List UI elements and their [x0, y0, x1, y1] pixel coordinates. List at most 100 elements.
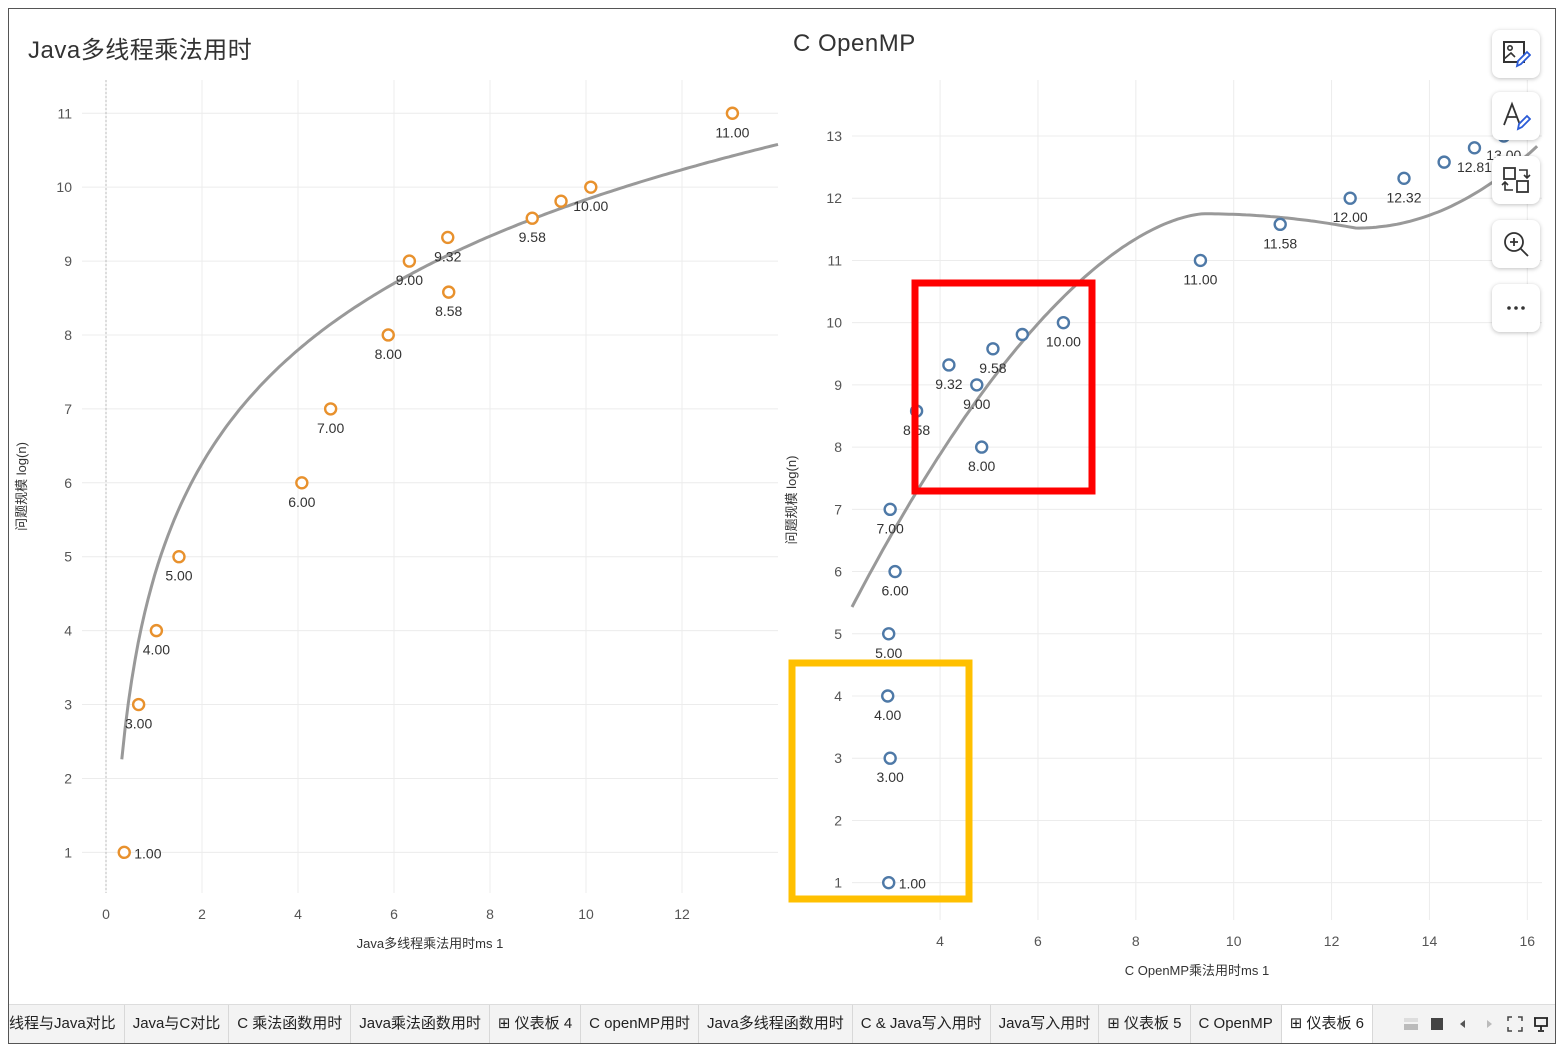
sheet-tab[interactable]: Java与C对比 — [125, 1005, 230, 1043]
data-point — [942, 358, 956, 372]
x-axis-title: C OpenMP乘法用时ms 1 — [1125, 963, 1269, 978]
data-point — [1056, 315, 1071, 330]
c-chart-title: C OpenMP — [793, 30, 916, 57]
sheet-tab[interactable]: C OpenMP — [1191, 1005, 1282, 1043]
data-point — [1273, 217, 1287, 232]
data-point — [970, 378, 984, 392]
sheet-tab[interactable]: Java多线程函数用时 — [699, 1005, 853, 1043]
data-point — [584, 180, 598, 194]
sheet-tab-bar: 线程与Java对比 Java与C对比 C 乘法函数用时 Java乘法函数用时 ⊞ 仪表板… — [9, 1004, 1555, 1043]
data-label: 7.00 — [317, 420, 344, 436]
x-tick-label: 4 — [936, 933, 944, 949]
y-tick-label: 2 — [64, 770, 72, 786]
more-options-button[interactable] — [1492, 284, 1540, 332]
x-tick-label: 8 — [486, 906, 494, 922]
sheet-tab[interactable]: ⊞ 仪表板 6 — [1281, 1005, 1373, 1043]
data-label: 9.58 — [979, 360, 1006, 376]
y-tick-label: 2 — [834, 812, 842, 828]
data-label: 9.00 — [396, 272, 423, 288]
x-tick-label: 10 — [578, 906, 594, 922]
data-label: 8.58 — [435, 303, 462, 319]
y-tick-label: 9 — [834, 377, 842, 393]
y-tick-label: 11 — [827, 252, 842, 268]
data-label: 1.00 — [134, 845, 161, 861]
data-point — [149, 623, 164, 638]
y-tick-label: 13 — [826, 128, 842, 144]
data-label: 8.00 — [375, 346, 402, 362]
x-tick-label: 6 — [390, 906, 398, 922]
data-label: 12.00 — [1333, 209, 1368, 225]
data-label: 9.32 — [434, 248, 461, 264]
tab-controls — [1403, 1005, 1549, 1043]
y-tick-label: 8 — [64, 327, 72, 343]
data-point — [881, 689, 895, 703]
y-tick-label: 4 — [834, 688, 842, 704]
sheet-tab[interactable]: C openMP用时 — [581, 1005, 700, 1043]
data-label: 12.81 — [1457, 159, 1492, 175]
data-point — [295, 476, 309, 490]
data-point — [117, 845, 131, 860]
data-label: 5.00 — [875, 645, 902, 661]
y-tick-label: 10 — [826, 315, 842, 331]
text-edit-button[interactable] — [1492, 92, 1540, 140]
data-point — [525, 211, 539, 225]
swap-button[interactable] — [1492, 156, 1540, 204]
dashboard-frame — [8, 8, 1556, 1044]
data-point — [1467, 141, 1482, 155]
data-label: 8.00 — [968, 458, 995, 474]
data-label: 9.32 — [935, 376, 962, 392]
sheet-tab[interactable]: Java乘法函数用时 — [351, 1005, 490, 1043]
scroll-left-icon[interactable] — [1455, 1016, 1471, 1032]
data-label: 11.58 — [1263, 235, 1297, 251]
data-point — [441, 230, 455, 245]
data-point — [554, 194, 568, 208]
data-point — [131, 697, 146, 712]
x-tick-label: 6 — [1034, 933, 1042, 949]
data-label: 8.58 — [903, 422, 930, 438]
filmstrip-view-icon[interactable] — [1429, 1016, 1445, 1032]
data-label: 3.00 — [125, 716, 152, 732]
data-point — [986, 342, 1000, 356]
sheet-tab[interactable]: 线程与Java对比 — [9, 1005, 125, 1043]
grid-view-icon[interactable] — [1403, 1016, 1419, 1032]
y-tick-label: 5 — [64, 549, 72, 565]
java-chart-title: Java多线程乘法用时 — [28, 37, 253, 64]
presentation-icon[interactable] — [1533, 1016, 1549, 1032]
more-icon — [1507, 306, 1525, 310]
scroll-right-icon[interactable] — [1481, 1016, 1497, 1032]
data-label: 6.00 — [881, 583, 908, 599]
data-point — [883, 751, 897, 765]
image-edit-button[interactable] — [1492, 30, 1540, 78]
sheet-tab[interactable]: ⊞ 仪表板 4 — [490, 1005, 582, 1043]
sheet-tab[interactable]: C & Java写入用时 — [853, 1005, 991, 1043]
x-tick-label: 10 — [1226, 933, 1242, 949]
fullscreen-icon[interactable] — [1507, 1016, 1523, 1032]
sheet-tab[interactable]: C 乘法函数用时 — [229, 1005, 352, 1043]
data-point — [883, 502, 897, 517]
data-label: 11.00 — [715, 124, 749, 140]
trend-line — [120, 142, 779, 760]
sheet-tab[interactable]: ⊞ 仪表板 5 — [1099, 1005, 1191, 1043]
data-label: 10.00 — [573, 198, 608, 214]
data-point — [888, 564, 902, 579]
y-axis-title: 问题规模 log(n) — [784, 456, 799, 545]
data-point — [1397, 171, 1411, 186]
data-label: 10.00 — [1046, 334, 1081, 350]
y-tick-label: 10 — [56, 179, 72, 195]
x-axis-title: Java多线程乘法用时ms 1 — [357, 936, 504, 951]
data-label: 7.00 — [877, 520, 904, 536]
y-tick-label: 6 — [64, 475, 72, 491]
data-label: 5.00 — [165, 568, 192, 584]
data-point — [1437, 155, 1451, 169]
y-tick-label: 1 — [64, 844, 72, 860]
zoom-in-button[interactable] — [1492, 220, 1540, 268]
data-point — [882, 627, 896, 641]
x-tick-label: 2 — [198, 906, 206, 922]
data-label: 3.00 — [877, 769, 904, 785]
data-point — [882, 875, 896, 890]
data-label: 11.00 — [1183, 271, 1217, 287]
y-tick-label: 12 — [826, 190, 842, 206]
sheet-tab[interactable]: Java写入用时 — [991, 1005, 1100, 1043]
